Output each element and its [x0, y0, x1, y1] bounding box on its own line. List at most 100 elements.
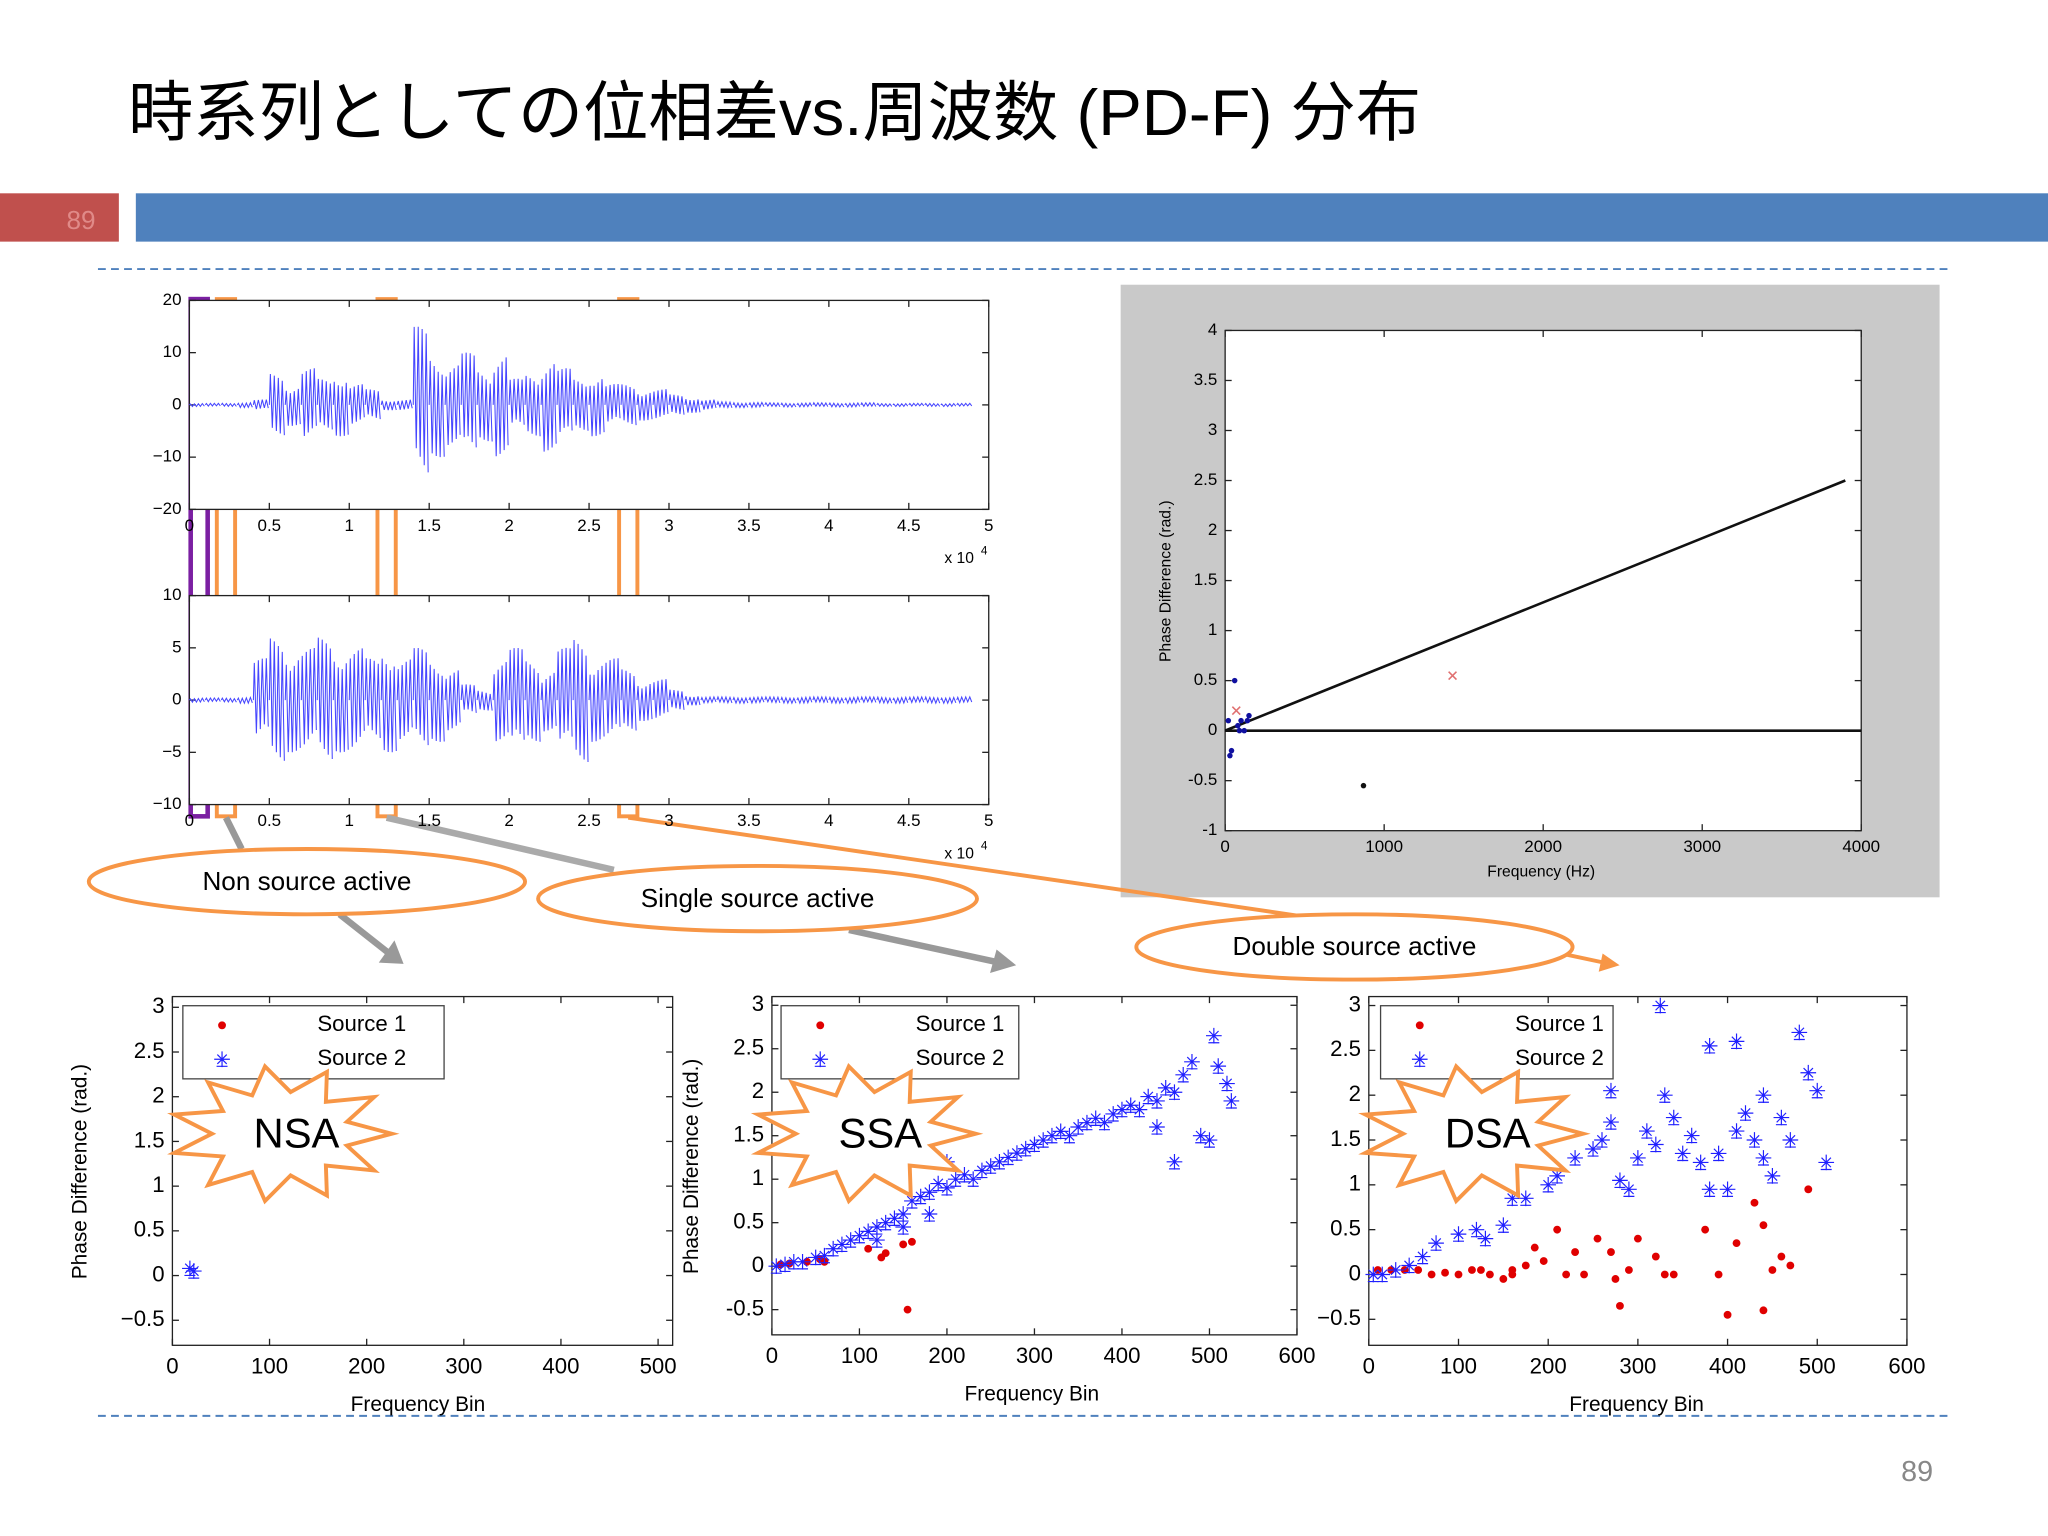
point	[777, 1256, 793, 1273]
waveform	[412, 647, 429, 746]
y-tick-label: 3.5	[1194, 370, 1218, 389]
y-tick-label: −0.5	[121, 1306, 165, 1331]
waveform	[220, 696, 237, 704]
waveform	[780, 402, 797, 409]
window-box	[188, 296, 210, 819]
connector	[848, 926, 1000, 966]
x-tick-label: 4000	[1842, 837, 1880, 856]
y-tick-label: −10	[153, 447, 182, 466]
legend-label: Source 2	[1515, 1045, 1604, 1070]
starburst	[1358, 1063, 1591, 1205]
point	[1035, 1132, 1052, 1148]
connector	[627, 815, 1307, 919]
x-tick-label: 0.5	[258, 811, 282, 830]
point	[895, 1206, 912, 1222]
point	[1750, 1198, 1759, 1207]
point	[1782, 1132, 1799, 1148]
x-tick-label: 0	[166, 1353, 178, 1378]
point	[1427, 1270, 1436, 1279]
y-tick-label: −0.5	[1317, 1305, 1361, 1330]
waveform	[700, 399, 717, 410]
point	[1079, 1114, 1095, 1131]
point	[1809, 1082, 1826, 1099]
point	[965, 1171, 982, 1188]
y-tick-label: 20	[163, 290, 182, 309]
waveform	[380, 658, 397, 753]
point	[1701, 1181, 1718, 1198]
point	[825, 1240, 842, 1257]
point	[1603, 1082, 1619, 1099]
annotation-label: Single source active	[641, 883, 875, 913]
y-tick-label: 3	[752, 991, 764, 1016]
waveform	[636, 392, 653, 421]
y-tick-label: 2.5	[1194, 470, 1218, 489]
x-tick-label: 3.5	[737, 516, 761, 535]
x-tick-label: 500	[1799, 1353, 1836, 1378]
point	[1594, 1132, 1610, 1148]
window-box	[214, 297, 238, 819]
point	[1746, 1132, 1763, 1148]
point	[991, 1153, 1008, 1170]
point	[1593, 1234, 1602, 1243]
point	[851, 1227, 868, 1244]
y-tick-label: 1.5	[1194, 570, 1218, 589]
waveform	[188, 697, 205, 704]
point	[1818, 1154, 1835, 1171]
waveform	[892, 402, 909, 408]
point	[1223, 1093, 1240, 1109]
x-tick-label: 3	[664, 811, 673, 830]
waveform	[844, 695, 861, 705]
waveform	[716, 400, 733, 410]
starburst-label: DSA	[1445, 1109, 1531, 1156]
point	[1052, 1123, 1069, 1140]
waveform	[684, 696, 701, 706]
point	[1477, 1266, 1485, 1274]
point	[842, 1232, 859, 1248]
point	[1791, 1024, 1808, 1041]
point	[1616, 1301, 1624, 1310]
waveform	[476, 372, 493, 442]
waveform	[460, 684, 477, 713]
point	[1660, 1270, 1669, 1279]
x-tick-label: 3.5	[737, 811, 761, 830]
waveform	[284, 660, 301, 753]
point	[1166, 1084, 1183, 1101]
label-ellipse	[86, 847, 528, 917]
waveform	[524, 661, 541, 742]
connector	[385, 814, 615, 874]
point	[1131, 1101, 1148, 1118]
arrow-head	[378, 940, 404, 964]
point	[1044, 1127, 1060, 1144]
annotation-label: Double source active	[1233, 931, 1477, 961]
point	[1454, 1270, 1463, 1279]
y-tick-label: 10	[163, 585, 182, 604]
x-tick-label: 500	[1191, 1343, 1228, 1368]
point	[1241, 727, 1247, 734]
waveform	[764, 695, 781, 705]
window-box	[617, 297, 640, 819]
point	[869, 1219, 885, 1235]
plot-area	[1224, 329, 1862, 832]
waveform	[716, 695, 733, 705]
y-tick-label: 4	[1208, 320, 1217, 339]
point	[1428, 1235, 1444, 1251]
point	[1238, 717, 1244, 724]
waveform	[364, 658, 381, 738]
x-tick-label: 2	[504, 811, 513, 830]
point	[1087, 1110, 1104, 1127]
point	[816, 1247, 833, 1264]
connector	[337, 911, 392, 957]
window-box	[375, 297, 398, 819]
point	[1175, 1067, 1192, 1083]
waveform	[236, 695, 253, 705]
y-tick-label: −5	[162, 742, 181, 761]
waveform	[860, 401, 877, 408]
waveform	[300, 368, 317, 437]
point	[1633, 1234, 1642, 1243]
point	[1732, 1239, 1741, 1248]
y-tick-label: 0.5	[1194, 670, 1218, 689]
point	[1800, 1064, 1817, 1081]
x-tick-label: 600	[1278, 1343, 1315, 1368]
waveform	[508, 647, 525, 740]
